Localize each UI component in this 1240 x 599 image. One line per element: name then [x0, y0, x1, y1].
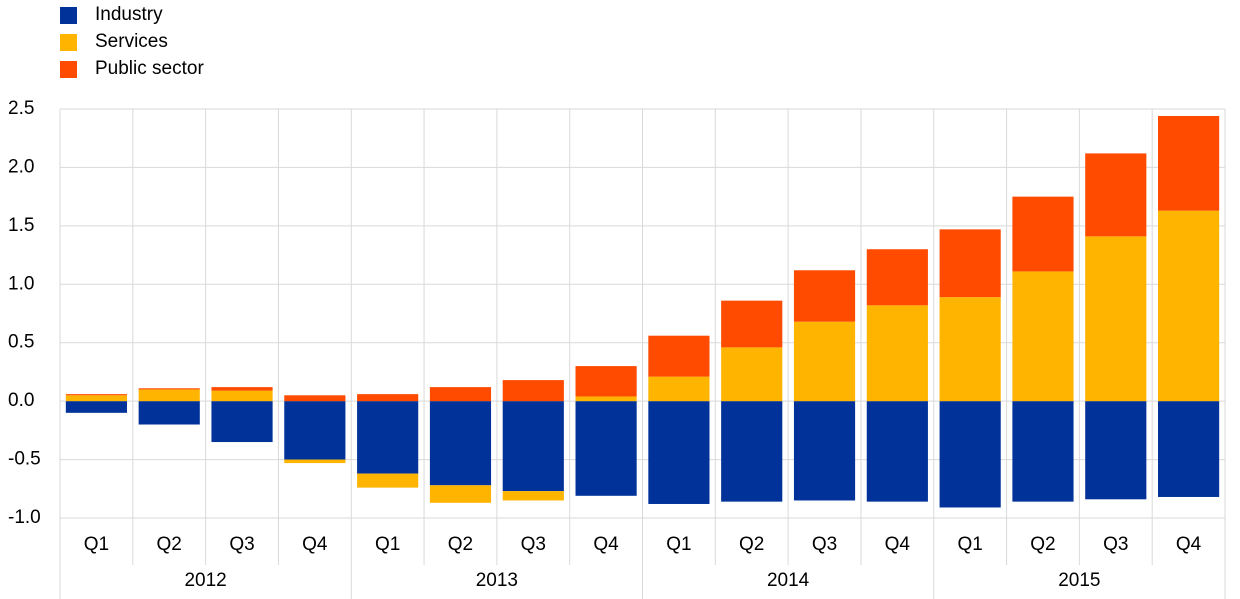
- bar-segment: [357, 401, 419, 474]
- y-tick-label: 2.5: [8, 98, 34, 119]
- legend-swatch: [60, 61, 77, 78]
- bar-segment: [939, 297, 1001, 402]
- bar-segment: [502, 401, 564, 492]
- bar-segment: [138, 389, 200, 402]
- x-tick-label: Q1: [957, 534, 982, 555]
- bar-segment: [65, 401, 127, 413]
- bar-segment: [65, 395, 127, 402]
- bar-segment: [793, 321, 856, 402]
- bar-segment: [357, 473, 419, 488]
- legend-label: Industry: [95, 4, 163, 25]
- bar-segment: [502, 491, 564, 501]
- bar-segment: [1085, 401, 1147, 500]
- bar-segment: [1085, 236, 1147, 402]
- bar-segment: [793, 270, 856, 322]
- x-tick-label: Q2: [157, 534, 182, 555]
- bar-segment: [138, 401, 200, 425]
- bar-segment: [793, 401, 856, 501]
- bar-segment: [1158, 401, 1220, 497]
- legend-label: Services: [95, 31, 168, 52]
- bar-segment: [866, 249, 928, 306]
- bar-segment: [429, 387, 492, 402]
- y-tick-label: -0.5: [8, 449, 41, 470]
- group-label: 2013: [476, 570, 518, 591]
- x-tick-label: Q3: [229, 534, 254, 555]
- x-tick-label: Q4: [885, 534, 911, 555]
- x-tick-label: Q3: [812, 534, 837, 555]
- group-label: 2012: [184, 570, 226, 591]
- bar-segment: [1085, 153, 1147, 237]
- x-tick-label: Q2: [448, 534, 473, 555]
- bar-segment: [65, 394, 127, 396]
- bar-segment: [648, 401, 710, 504]
- y-tick-label: -1.0: [8, 507, 41, 528]
- bar-segment: [721, 300, 783, 348]
- x-tick-label: Q4: [593, 534, 619, 555]
- bar-segment: [1158, 210, 1220, 402]
- bar-segment: [575, 396, 637, 402]
- bar-segment: [721, 401, 783, 502]
- x-tick-label: Q1: [666, 534, 691, 555]
- bar-segment: [1012, 271, 1074, 402]
- y-tick-label: 1.5: [8, 215, 34, 236]
- bar-segment: [284, 459, 346, 464]
- group-label: 2015: [1058, 570, 1100, 591]
- bar-segment: [575, 366, 637, 397]
- y-tick-label: 2.0: [8, 156, 34, 177]
- bar-segment: [211, 401, 273, 443]
- bar-segment: [1012, 196, 1074, 272]
- bar-segment: [648, 335, 710, 377]
- legend-swatch: [60, 7, 77, 24]
- x-tick-label: Q4: [302, 534, 328, 555]
- bar-segment: [429, 401, 492, 486]
- legend-swatch: [60, 34, 77, 51]
- x-tick-label: Q3: [1103, 534, 1128, 555]
- x-tick-label: Q4: [1176, 534, 1202, 555]
- bar-segment: [648, 376, 710, 402]
- bar-segment: [939, 229, 1001, 298]
- y-tick-label: 0.5: [8, 332, 34, 353]
- x-tick-label: Q2: [1030, 534, 1055, 555]
- bar-segment: [357, 394, 419, 402]
- legend-label: Public sector: [95, 58, 204, 79]
- bar-segment: [866, 401, 928, 502]
- x-tick-label: Q3: [521, 534, 546, 555]
- bar-segment: [502, 380, 564, 402]
- bar-segment: [866, 305, 928, 402]
- group-label: 2014: [767, 570, 810, 591]
- y-tick-label: 1.0: [8, 273, 34, 294]
- x-tick-label: Q1: [375, 534, 400, 555]
- bar-segment: [211, 387, 273, 391]
- bar-segment: [284, 395, 346, 402]
- bar-segment: [211, 390, 273, 402]
- bar-segment: [429, 485, 492, 503]
- bar-segment: [721, 347, 783, 402]
- x-tick-label: Q1: [84, 534, 109, 555]
- bar-segment: [284, 401, 346, 460]
- bar-segment: [1158, 116, 1220, 211]
- bar-segment: [939, 401, 1001, 508]
- y-tick-label: 0.0: [8, 390, 34, 411]
- bar-segment: [575, 401, 637, 496]
- x-tick-label: Q2: [739, 534, 764, 555]
- bar-segment: [1012, 401, 1074, 502]
- bar-segment: [138, 388, 200, 390]
